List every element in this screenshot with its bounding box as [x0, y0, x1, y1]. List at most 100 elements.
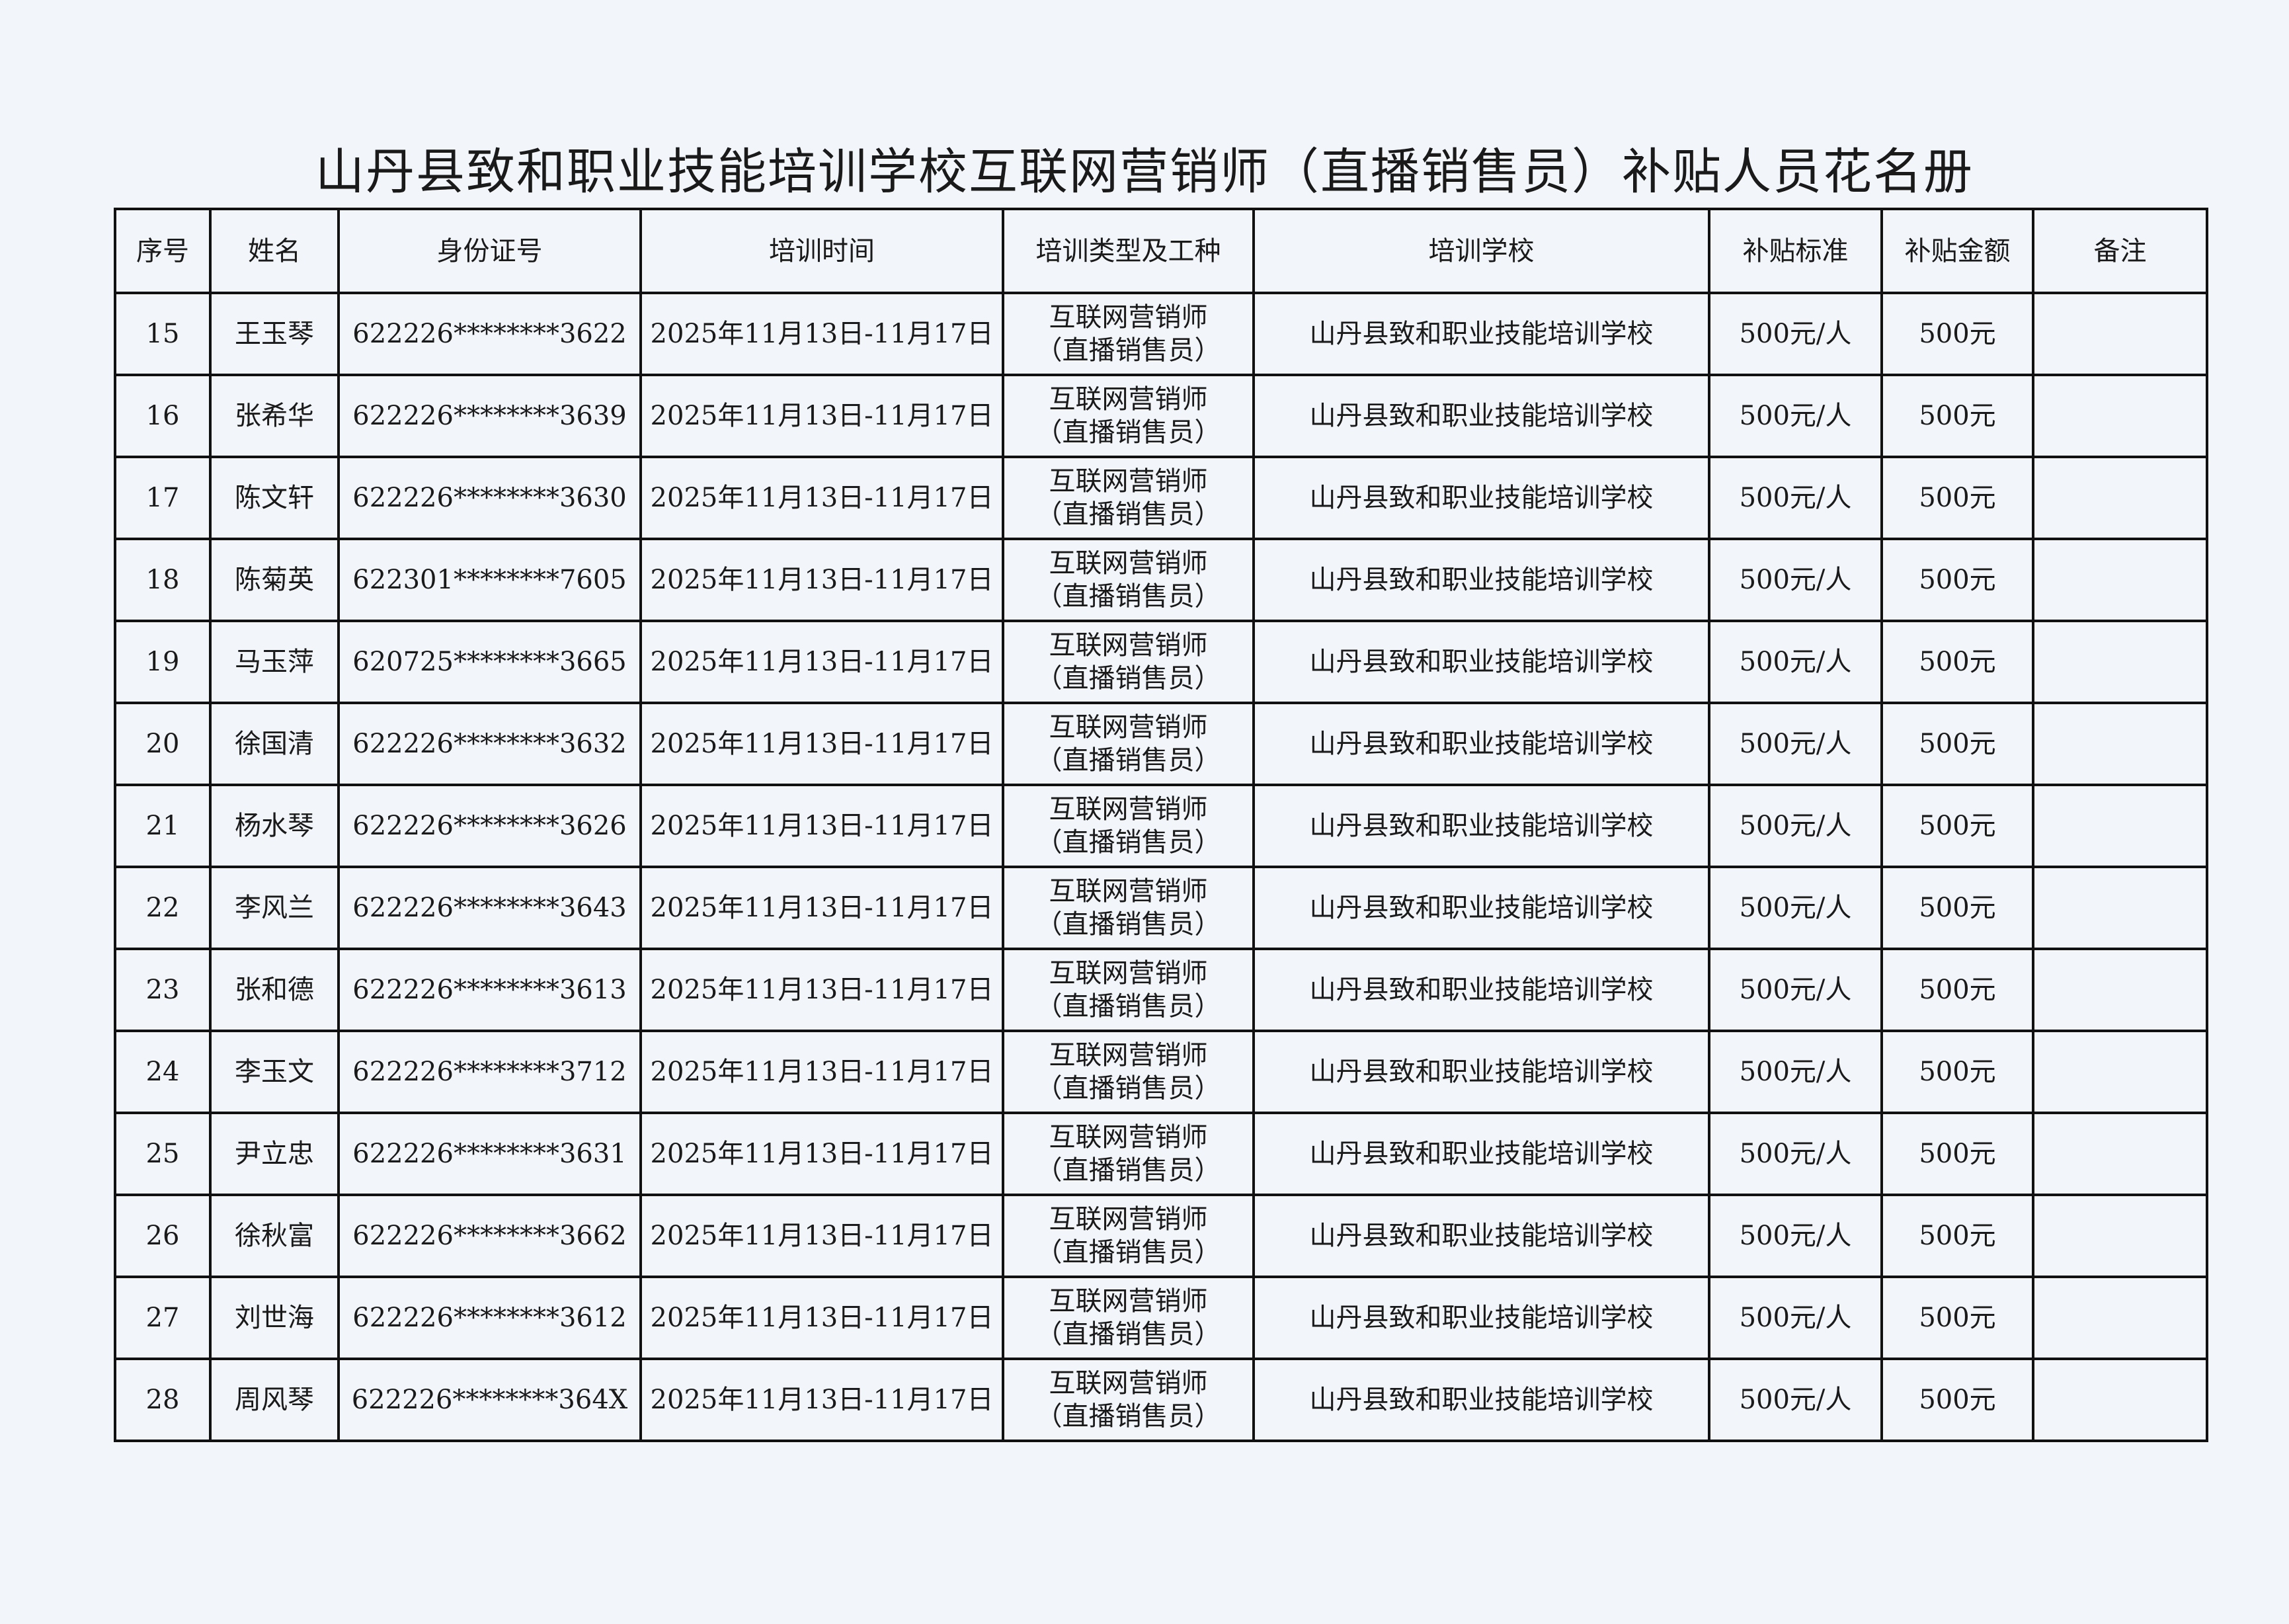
- cell-remark: [2032, 374, 2208, 458]
- cell-school: 山丹县致和职业技能培训学校: [1252, 620, 1710, 704]
- header-id: 身份证号: [337, 208, 642, 294]
- cell-standard: 500元/人: [1708, 292, 1883, 376]
- type-line-2: （直播销售员）: [1035, 909, 1221, 940]
- cell-remark: [2032, 702, 2208, 786]
- type-line-2: （直播销售员）: [1035, 991, 1221, 1022]
- cell-standard: 500元/人: [1708, 1194, 1883, 1278]
- cell-standard: 500元/人: [1708, 702, 1883, 786]
- cell-no: 20: [114, 702, 212, 786]
- cell-standard: 500元/人: [1708, 1030, 1883, 1114]
- cell-amount: 500元: [1880, 1194, 2034, 1278]
- table-row: 17 陈文轩 622226********3630 2025年11月13日-11月17…: [114, 456, 2208, 540]
- table-row: 18 陈菊英 622301********7605 2025年11月13日-11月17…: [114, 538, 2208, 622]
- cell-type: 互联网营销师 （直播销售员）: [1002, 292, 1255, 376]
- cell-standard: 500元/人: [1708, 538, 1883, 622]
- cell-period: 2025年11月13日-11月17日: [639, 456, 1004, 540]
- cell-no: 17: [114, 456, 212, 540]
- cell-remark: [2032, 784, 2208, 868]
- type-line-2: （直播销售员）: [1035, 335, 1221, 366]
- type-line-2: （直播销售员）: [1035, 1237, 1221, 1268]
- cell-remark: [2032, 1276, 2208, 1360]
- cell-standard: 500元/人: [1708, 948, 1883, 1032]
- cell-type: 互联网营销师 （直播销售员）: [1002, 866, 1255, 950]
- cell-school: 山丹县致和职业技能培训学校: [1252, 948, 1710, 1032]
- cell-amount: 500元: [1880, 948, 2034, 1032]
- cell-type: 互联网营销师 （直播销售员）: [1002, 702, 1255, 786]
- table-row: 27 刘世海 622226********3612 2025年11月13日-11月17…: [114, 1276, 2208, 1360]
- type-line-2: （直播销售员）: [1035, 1401, 1221, 1432]
- table-row: 26 徐秋富 622226********3662 2025年11月13日-11月17…: [114, 1194, 2208, 1278]
- header-name: 姓名: [209, 208, 340, 294]
- cell-school: 山丹县致和职业技能培训学校: [1252, 1030, 1710, 1114]
- cell-school: 山丹县致和职业技能培训学校: [1252, 292, 1710, 376]
- type-line-1: 互联网营销师: [1049, 876, 1208, 907]
- type-line-1: 互联网营销师: [1049, 1286, 1208, 1317]
- type-line-1: 互联网营销师: [1049, 1204, 1208, 1235]
- cell-standard: 500元/人: [1708, 1358, 1883, 1442]
- cell-school: 山丹县致和职业技能培训学校: [1252, 456, 1710, 540]
- table-row: 21 杨水琴 622226********3626 2025年11月13日-11月17…: [114, 784, 2208, 868]
- cell-no: 15: [114, 292, 212, 376]
- header-amount: 补贴金额: [1880, 208, 2034, 294]
- type-line-1: 互联网营销师: [1049, 384, 1208, 415]
- type-line-1: 互联网营销师: [1049, 958, 1208, 989]
- cell-school: 山丹县致和职业技能培训学校: [1252, 1194, 1710, 1278]
- cell-id: 622226********3613: [337, 948, 642, 1032]
- cell-period: 2025年11月13日-11月17日: [639, 1030, 1004, 1114]
- cell-id: 622226********3630: [337, 456, 642, 540]
- header-type: 培训类型及工种: [1002, 208, 1255, 294]
- type-line-1: 互联网营销师: [1049, 302, 1208, 333]
- type-line-1: 互联网营销师: [1049, 1122, 1208, 1153]
- cell-period: 2025年11月13日-11月17日: [639, 702, 1004, 786]
- cell-amount: 500元: [1880, 292, 2034, 376]
- cell-standard: 500元/人: [1708, 620, 1883, 704]
- cell-type: 互联网营销师 （直播销售员）: [1002, 948, 1255, 1032]
- cell-period: 2025年11月13日-11月17日: [639, 538, 1004, 622]
- document-title: 山丹县致和职业技能培训学校互联网营销师（直播销售员）补贴人员花名册: [315, 143, 1974, 200]
- cell-school: 山丹县致和职业技能培训学校: [1252, 1112, 1710, 1196]
- cell-period: 2025年11月13日-11月17日: [639, 1194, 1004, 1278]
- cell-remark: [2032, 456, 2208, 540]
- cell-type: 互联网营销师 （直播销售员）: [1002, 1194, 1255, 1278]
- table-row: 19 马玉萍 620725********3665 2025年11月13日-11月17…: [114, 620, 2208, 704]
- cell-type: 互联网营销师 （直播销售员）: [1002, 374, 1255, 458]
- cell-no: 25: [114, 1112, 212, 1196]
- cell-id: 622226********3662: [337, 1194, 642, 1278]
- cell-id: 622226********3632: [337, 702, 642, 786]
- cell-school: 山丹县致和职业技能培训学校: [1252, 1358, 1710, 1442]
- header-period: 培训时间: [639, 208, 1004, 294]
- cell-amount: 500元: [1880, 620, 2034, 704]
- cell-remark: [2032, 1030, 2208, 1114]
- header-remark: 备注: [2032, 208, 2208, 294]
- cell-period: 2025年11月13日-11月17日: [639, 866, 1004, 950]
- cell-school: 山丹县致和职业技能培训学校: [1252, 784, 1710, 868]
- type-line-2: （直播销售员）: [1035, 1319, 1221, 1350]
- table-row: 15 王玉琴 622226********3622 2025年11月13日-11月17…: [114, 292, 2208, 376]
- table-row: 16 张希华 622226********3639 2025年11月13日-11月17…: [114, 374, 2208, 458]
- cell-id: 622226********3639: [337, 374, 642, 458]
- cell-amount: 500元: [1880, 456, 2034, 540]
- type-line-1: 互联网营销师: [1049, 712, 1208, 743]
- cell-remark: [2032, 1112, 2208, 1196]
- type-line-2: （直播销售员）: [1035, 581, 1221, 612]
- type-line-2: （直播销售员）: [1035, 499, 1221, 530]
- cell-amount: 500元: [1880, 374, 2034, 458]
- cell-standard: 500元/人: [1708, 456, 1883, 540]
- cell-amount: 500元: [1880, 784, 2034, 868]
- table-row: 24 李玉文 622226********3712 2025年11月13日-11月17…: [114, 1030, 2208, 1114]
- table-row: 25 尹立忠 622226********3631 2025年11月13日-11月17…: [114, 1112, 2208, 1196]
- type-line-2: （直播销售员）: [1035, 827, 1221, 858]
- cell-school: 山丹县致和职业技能培训学校: [1252, 866, 1710, 950]
- cell-period: 2025年11月13日-11月17日: [639, 620, 1004, 704]
- type-line-2: （直播销售员）: [1035, 745, 1221, 776]
- cell-name: 刘世海: [209, 1276, 340, 1360]
- cell-school: 山丹县致和职业技能培训学校: [1252, 538, 1710, 622]
- cell-id: 620725********3665: [337, 620, 642, 704]
- cell-type: 互联网营销师 （直播销售员）: [1002, 1112, 1255, 1196]
- cell-name: 陈菊英: [209, 538, 340, 622]
- cell-no: 21: [114, 784, 212, 868]
- cell-amount: 500元: [1880, 702, 2034, 786]
- cell-remark: [2032, 1358, 2208, 1442]
- cell-name: 马玉萍: [209, 620, 340, 704]
- cell-school: 山丹县致和职业技能培训学校: [1252, 1276, 1710, 1360]
